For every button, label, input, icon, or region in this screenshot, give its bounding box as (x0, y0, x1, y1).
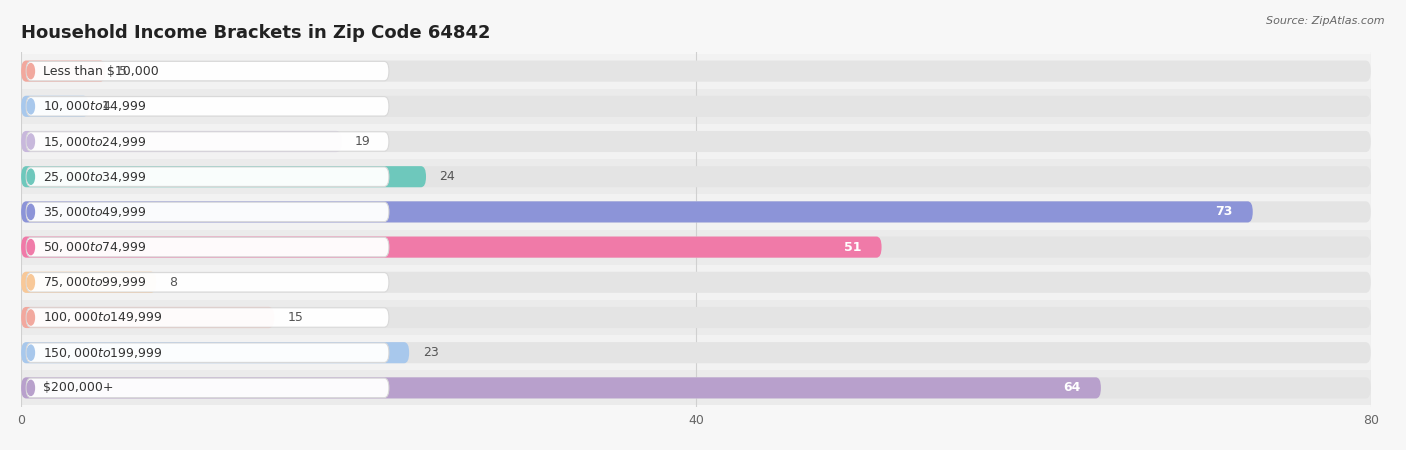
FancyBboxPatch shape (21, 307, 274, 328)
Bar (21, 265, 1371, 300)
Text: Household Income Brackets in Zip Code 64842: Household Income Brackets in Zip Code 64… (21, 24, 491, 42)
Bar (21, 159, 1371, 194)
Circle shape (27, 134, 34, 149)
Circle shape (27, 99, 34, 114)
Bar (21, 370, 1371, 405)
Bar (21, 335, 1371, 370)
FancyBboxPatch shape (21, 96, 1371, 117)
FancyBboxPatch shape (21, 378, 1371, 398)
FancyBboxPatch shape (27, 97, 389, 116)
FancyBboxPatch shape (27, 238, 389, 257)
Text: $100,000 to $149,999: $100,000 to $149,999 (42, 310, 162, 324)
FancyBboxPatch shape (21, 272, 1371, 293)
FancyBboxPatch shape (27, 61, 389, 81)
FancyBboxPatch shape (21, 342, 409, 363)
Circle shape (27, 239, 34, 255)
Text: $200,000+: $200,000+ (42, 382, 114, 394)
FancyBboxPatch shape (21, 237, 1371, 258)
FancyBboxPatch shape (27, 343, 389, 362)
FancyBboxPatch shape (21, 131, 342, 152)
FancyBboxPatch shape (21, 342, 1371, 363)
FancyBboxPatch shape (21, 166, 1371, 187)
Text: $75,000 to $99,999: $75,000 to $99,999 (42, 275, 146, 289)
FancyBboxPatch shape (21, 166, 426, 187)
Circle shape (27, 345, 34, 360)
Text: 4: 4 (103, 100, 110, 113)
FancyBboxPatch shape (21, 307, 1371, 328)
Bar (21, 300, 1371, 335)
Text: $25,000 to $34,999: $25,000 to $34,999 (42, 170, 146, 184)
FancyBboxPatch shape (21, 378, 1101, 398)
Text: $15,000 to $24,999: $15,000 to $24,999 (42, 135, 146, 148)
FancyBboxPatch shape (27, 378, 389, 398)
Bar (21, 89, 1371, 124)
Text: $50,000 to $74,999: $50,000 to $74,999 (42, 240, 146, 254)
Text: 5: 5 (120, 65, 127, 77)
Text: $150,000 to $199,999: $150,000 to $199,999 (42, 346, 162, 360)
FancyBboxPatch shape (21, 237, 882, 258)
FancyBboxPatch shape (21, 272, 156, 293)
FancyBboxPatch shape (21, 61, 1371, 81)
Text: $10,000 to $14,999: $10,000 to $14,999 (42, 99, 146, 113)
Text: 8: 8 (170, 276, 177, 289)
Circle shape (27, 63, 34, 79)
FancyBboxPatch shape (21, 131, 1371, 152)
Text: 51: 51 (844, 241, 862, 254)
Circle shape (27, 169, 34, 184)
Text: Less than $10,000: Less than $10,000 (42, 65, 159, 77)
FancyBboxPatch shape (21, 201, 1253, 222)
Circle shape (27, 274, 34, 290)
Circle shape (27, 310, 34, 325)
FancyBboxPatch shape (21, 61, 105, 81)
FancyBboxPatch shape (27, 167, 389, 186)
Circle shape (27, 380, 34, 396)
Text: Source: ZipAtlas.com: Source: ZipAtlas.com (1267, 16, 1385, 26)
FancyBboxPatch shape (27, 273, 389, 292)
Text: 24: 24 (440, 170, 456, 183)
FancyBboxPatch shape (21, 201, 1371, 222)
Text: 64: 64 (1063, 382, 1081, 394)
Bar (21, 54, 1371, 89)
Text: 73: 73 (1215, 205, 1233, 218)
Text: $35,000 to $49,999: $35,000 to $49,999 (42, 205, 146, 219)
Bar (21, 124, 1371, 159)
FancyBboxPatch shape (27, 308, 389, 327)
Bar (21, 230, 1371, 265)
FancyBboxPatch shape (27, 202, 389, 221)
Text: 15: 15 (288, 311, 304, 324)
FancyBboxPatch shape (27, 132, 389, 151)
Text: 23: 23 (423, 346, 439, 359)
Circle shape (27, 204, 34, 220)
Bar (21, 194, 1371, 230)
FancyBboxPatch shape (21, 96, 89, 117)
Text: 19: 19 (356, 135, 371, 148)
